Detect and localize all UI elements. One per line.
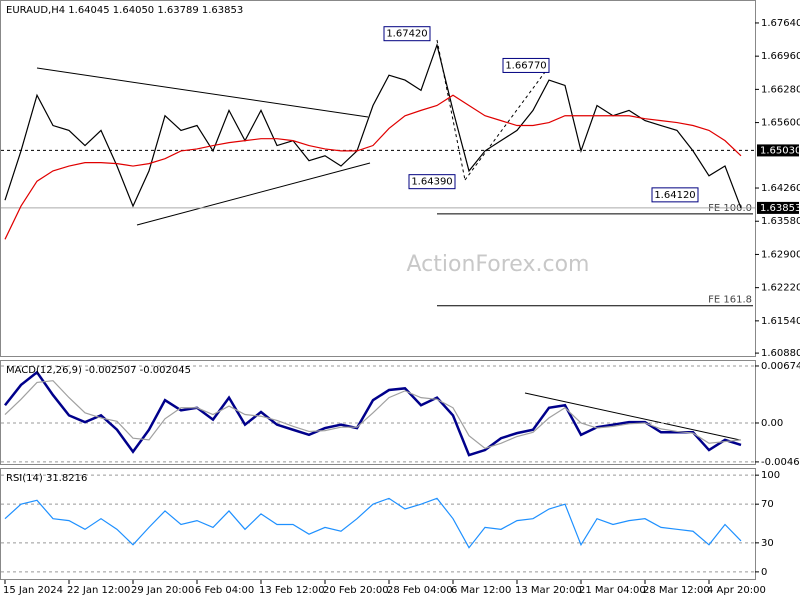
price-annotation-box [651, 187, 699, 203]
series-line [4, 42, 742, 209]
level-box [757, 144, 799, 157]
price-annotation-box [408, 174, 456, 190]
y-tick-label: 1.62900 [761, 249, 800, 260]
price-annotation: 1.67420 [386, 29, 427, 40]
x-tick-label: 6 Feb 04:00 [195, 585, 254, 596]
trendline [136, 162, 371, 226]
y-tick-label: 0.006743 [761, 361, 800, 372]
y-tick-label: 1.66280 [761, 84, 800, 95]
x-tick-label: 15 Jan 2024 [3, 585, 63, 596]
x-tick-label: 29 Jan 20:00 [131, 585, 194, 596]
y-tick-label: 30 [761, 538, 774, 549]
y-tick-label: 0.00 [761, 418, 783, 429]
price-annotation-box [502, 57, 550, 73]
trendline [36, 67, 369, 118]
series-line [4, 370, 742, 457]
y-tick-label: 100 [761, 470, 780, 481]
panel-title: RSI(14) 31.8216 [6, 473, 87, 484]
level-label: 1.65030 [760, 145, 800, 156]
x-tick-label: 4 Apr 20:00 [707, 585, 766, 596]
price-annotation-box [383, 26, 431, 42]
y-tick-label: 0 [761, 567, 767, 578]
y-tick-label: 70 [761, 499, 774, 510]
y-tick-label: 1.61540 [761, 316, 800, 327]
trendlines [36, 39, 741, 441]
y-tick-label: 1.65600 [761, 118, 800, 129]
zigzag [464, 67, 549, 181]
panel-title: MACD(12,26,9) -0.002507 -0.002045 [6, 365, 191, 376]
x-tick-label: 21 Mar 04:00 [579, 585, 646, 596]
y-tick-label: -0.004603 [761, 457, 800, 468]
price-annotation: 1.64120 [654, 190, 695, 201]
y-tick-label: 1.62220 [761, 283, 800, 294]
panel-title: EURAUD,H4 1.64045 1.64050 1.63789 1.6385… [6, 5, 243, 16]
x-tick-label: 20 Feb 20:00 [323, 585, 389, 596]
y-tick-label: 1.64260 [761, 183, 800, 194]
price-annotation: 1.64390 [411, 177, 452, 188]
x-tick-label: 6 Mar 12:00 [451, 585, 511, 596]
y-tick-label: 1.63580 [761, 216, 800, 227]
panel-frames [0, 0, 756, 580]
x-tick-label: 28 Feb 04:00 [387, 585, 453, 596]
x-tick-label: 22 Jan 12:00 [67, 585, 130, 596]
macd-trendline [524, 392, 741, 441]
x-tick-label: 13 Feb 12:00 [259, 585, 325, 596]
last-price-box [757, 201, 799, 214]
watermark: ActionForex.com [407, 252, 590, 277]
price-annotation: 1.66770 [505, 60, 546, 71]
price-panel [0, 0, 756, 357]
rsi-panel [0, 468, 756, 580]
x-tick-label: 13 Mar 20:00 [515, 585, 582, 596]
fe-label: FE 161.8 [708, 295, 752, 306]
y-tick-label: 1.66960 [761, 51, 800, 62]
macd-panel [0, 360, 756, 465]
series-line [4, 497, 742, 549]
y-tick-label: 1.60880 [761, 348, 800, 359]
y-tick-label: 1.67640 [761, 18, 800, 29]
series-line [4, 94, 742, 240]
fe-label: FE 100.0 [708, 203, 752, 214]
series-line [4, 380, 742, 450]
last-price-label: 1.63853 [760, 203, 800, 214]
x-tick-label: 28 Mar 12:00 [643, 585, 710, 596]
